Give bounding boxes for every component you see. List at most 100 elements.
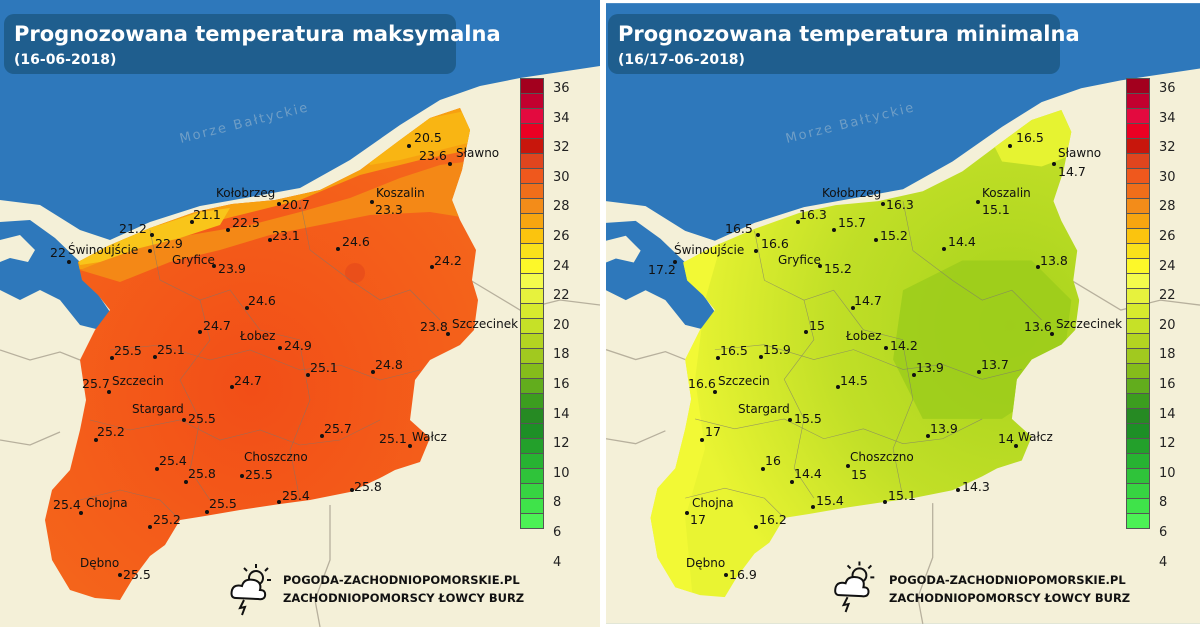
temp-value: 25.1 (157, 342, 185, 357)
legend-tick-label: 18 (553, 347, 570, 363)
map-date: (16/17-06-2018) (618, 52, 745, 68)
legend-swatch (520, 334, 544, 349)
temp-value: 22 (50, 245, 66, 260)
temp-value: 23.1 (272, 228, 300, 243)
legend-tick-label: 8 (1159, 495, 1168, 511)
temp-value: 15.9 (763, 342, 791, 357)
station-dot (754, 249, 758, 253)
legend-tick-label: 32 (553, 140, 570, 156)
temp-value: 15.2 (824, 261, 852, 276)
temp-value: 17 (705, 424, 721, 439)
legend-swatch (520, 499, 544, 514)
temp-value: 25.4 (282, 488, 310, 503)
legend-tick-label: 34 (1159, 110, 1176, 126)
station-dot (956, 488, 960, 492)
station-dot (94, 438, 98, 442)
legend-tick-label: 36 (553, 81, 570, 96)
station-dot (881, 202, 885, 206)
legend-swatch (520, 289, 544, 304)
station-dot (836, 385, 840, 389)
station-dot (226, 228, 230, 232)
temp-value: 14.5 (840, 373, 868, 388)
temp-value: 14.7 (854, 293, 882, 308)
temp-value: 16.3 (799, 207, 827, 222)
temp-value: 16.9 (729, 567, 757, 582)
legend-swatch (520, 78, 544, 94)
legend-swatch (1126, 214, 1150, 229)
station-dot (320, 434, 324, 438)
temp-value: 16 (765, 453, 781, 468)
station-dot (851, 306, 855, 310)
legend-swatch (1126, 169, 1150, 184)
legend-swatch (1126, 78, 1150, 94)
station-dot (811, 505, 815, 509)
legend-tick-label: 14 (553, 406, 570, 422)
city-label: Świnoujście (68, 243, 139, 257)
legend-swatch (1126, 124, 1150, 139)
temp-value: 14.2 (890, 338, 918, 353)
station-dot (350, 488, 354, 492)
city-label: Kołobrzeg (216, 186, 276, 200)
legend-swatch (520, 394, 544, 409)
station-dot (976, 200, 980, 204)
temp-value: 14.7 (1058, 164, 1086, 179)
temp-value: 16.6 (688, 376, 716, 391)
min-temperature-panel: Morze Bałtyckie Prognozowana temperatura… (606, 0, 1200, 627)
legend-swatch (520, 409, 544, 424)
station-dot (278, 346, 282, 350)
station-dot (790, 480, 794, 484)
temp-value: 16.6 (761, 236, 789, 251)
station-dot (716, 356, 720, 360)
city-label: Kołobrzeg (822, 186, 882, 200)
legend-swatch (1126, 349, 1150, 364)
legend-swatch (520, 154, 544, 169)
city-label: Sławno (1058, 146, 1102, 160)
station-dot (430, 265, 434, 269)
temp-value: 21.2 (119, 221, 147, 236)
legend-swatch (520, 244, 544, 259)
legend-swatch (1126, 274, 1150, 289)
station-dot (759, 355, 763, 359)
legend-swatch (1126, 484, 1150, 499)
legend-swatch (520, 514, 544, 529)
legend-swatch (520, 184, 544, 199)
max-temperature-map (0, 0, 600, 627)
legend-swatch (520, 379, 544, 394)
station-dot (818, 264, 822, 268)
legend-swatch (520, 439, 544, 454)
legend-swatch (520, 124, 544, 139)
legend-swatch (1126, 514, 1150, 529)
legend-swatch (520, 199, 544, 214)
temp-value: 15.4 (816, 493, 844, 508)
legend-tick-label: 4 (1159, 554, 1168, 570)
temp-value: 20.7 (282, 197, 310, 212)
city-label: Dębno (686, 556, 726, 570)
station-dot (110, 356, 114, 360)
legend-swatch (520, 274, 544, 289)
station-dot (1014, 444, 1018, 448)
legend-swatch (1126, 454, 1150, 469)
city-label: Choszczno (850, 450, 914, 464)
temp-value: 17.2 (648, 262, 676, 277)
legend-swatch (520, 424, 544, 439)
city-label: Gryfice (778, 253, 821, 267)
legend-tick-label: 12 (553, 436, 570, 452)
temp-value: 25.5 (209, 496, 237, 511)
city-label: Stargard (132, 402, 184, 416)
station-dot (277, 202, 281, 206)
temp-value: 24.9 (284, 338, 312, 353)
station-dot (754, 525, 758, 529)
legend-tick-label: 14 (1159, 406, 1176, 422)
legend-tick-label: 26 (553, 229, 570, 244)
station-dot (756, 233, 760, 237)
legend-swatch (1126, 289, 1150, 304)
city-label: Dębno (80, 556, 120, 570)
storm-cloud-sun-icon (230, 564, 271, 616)
station-dot (150, 233, 154, 237)
station-dot (883, 500, 887, 504)
station-dot (912, 373, 916, 377)
temp-value: 24.7 (203, 318, 231, 333)
temp-value: 23.3 (375, 202, 403, 217)
legend-swatch (1126, 499, 1150, 514)
